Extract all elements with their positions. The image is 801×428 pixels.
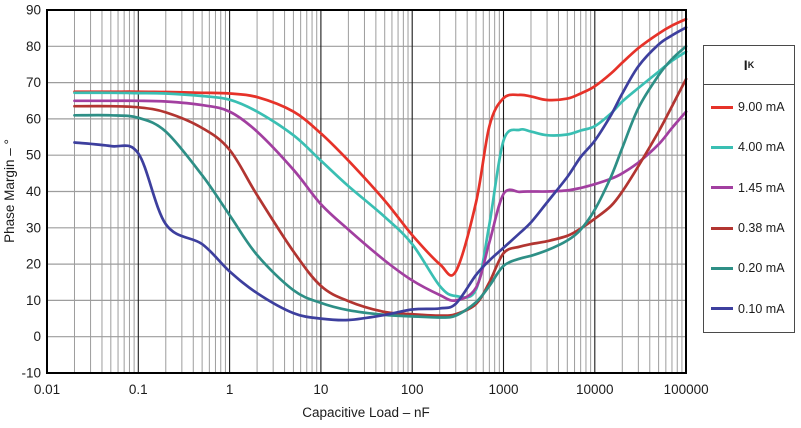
- legend-label: 0.20 mA: [738, 261, 785, 276]
- series-line-9.00-mA: [73, 17, 688, 277]
- x-tick-label: 1000: [488, 382, 518, 397]
- legend-items: 9.00 mA 4.00 mA 1.45 mA 0.38 mA 0.20 mA 0.10 …: [704, 85, 794, 331]
- y-tick-label: 70: [26, 75, 41, 90]
- series-line-0.20-mA: [73, 44, 688, 319]
- legend-swatch: [711, 105, 733, 109]
- legend-item-0.20-mA: 0.20 mA: [711, 261, 794, 275]
- legend-label: 9.00 mA: [738, 100, 785, 115]
- x-tick-label: 100: [401, 382, 424, 397]
- y-tick-label: 50: [26, 148, 41, 163]
- y-axis-tick-labels: 90 80 70 60 50 40 30 20 10 0 -10: [21, 3, 41, 381]
- legend-title-symbol: I: [743, 57, 748, 73]
- x-tick-label: 0.1: [129, 382, 148, 397]
- x-tick-label: 10000: [576, 382, 614, 397]
- x-tick-label: 10: [313, 382, 328, 397]
- legend-swatch: [711, 226, 733, 230]
- y-tick-label: 80: [26, 39, 41, 54]
- plot-frame: [46, 9, 687, 374]
- x-axis-label: Capacitive Load – nF: [302, 405, 430, 420]
- legend-item-0.38-mA: 0.38 mA: [711, 221, 794, 235]
- legend-swatch: [711, 145, 733, 149]
- legend-swatch: [711, 307, 733, 311]
- y-tick-label: 10: [26, 293, 41, 308]
- x-tick-label: 100000: [664, 382, 709, 397]
- x-tick-label: 1: [226, 382, 234, 397]
- y-axis-label: Phase Margin – °: [2, 139, 17, 243]
- x-tick-label: 0.01: [34, 382, 60, 397]
- series-line-1.45-mA: [73, 99, 688, 302]
- y-tick-label: 40: [26, 184, 41, 199]
- legend-swatch: [711, 186, 733, 190]
- legend-item-4.00-mA: 4.00 mA: [711, 140, 794, 154]
- series-line-0.10-mA: [73, 26, 688, 322]
- legend-title-subscript: K: [747, 60, 755, 70]
- y-tick-label: 0: [33, 329, 41, 344]
- legend-item-9.00-mA: 9.00 mA: [711, 100, 794, 114]
- y-tick-label: -10: [21, 366, 41, 381]
- data-series: [73, 17, 688, 322]
- x-axis-tick-labels: 0.01 0.1 1 10 100 1000 10000 100000: [34, 382, 709, 397]
- legend-label: 4.00 mA: [738, 140, 785, 155]
- y-tick-label: 60: [26, 111, 41, 126]
- y-tick-label: 20: [26, 257, 41, 272]
- y-tick-label: 30: [26, 220, 41, 235]
- legend-swatch: [711, 266, 733, 270]
- legend-label: 0.10 mA: [738, 301, 785, 316]
- legend-label: 0.38 mA: [738, 221, 785, 236]
- major-gridlines: [137, 10, 596, 373]
- y-tick-label: 90: [26, 3, 41, 18]
- legend-item-1.45-mA: 1.45 mA: [711, 181, 794, 195]
- legend-item-0.10-mA: 0.10 mA: [711, 302, 794, 316]
- legend-label: 1.45 mA: [738, 180, 785, 195]
